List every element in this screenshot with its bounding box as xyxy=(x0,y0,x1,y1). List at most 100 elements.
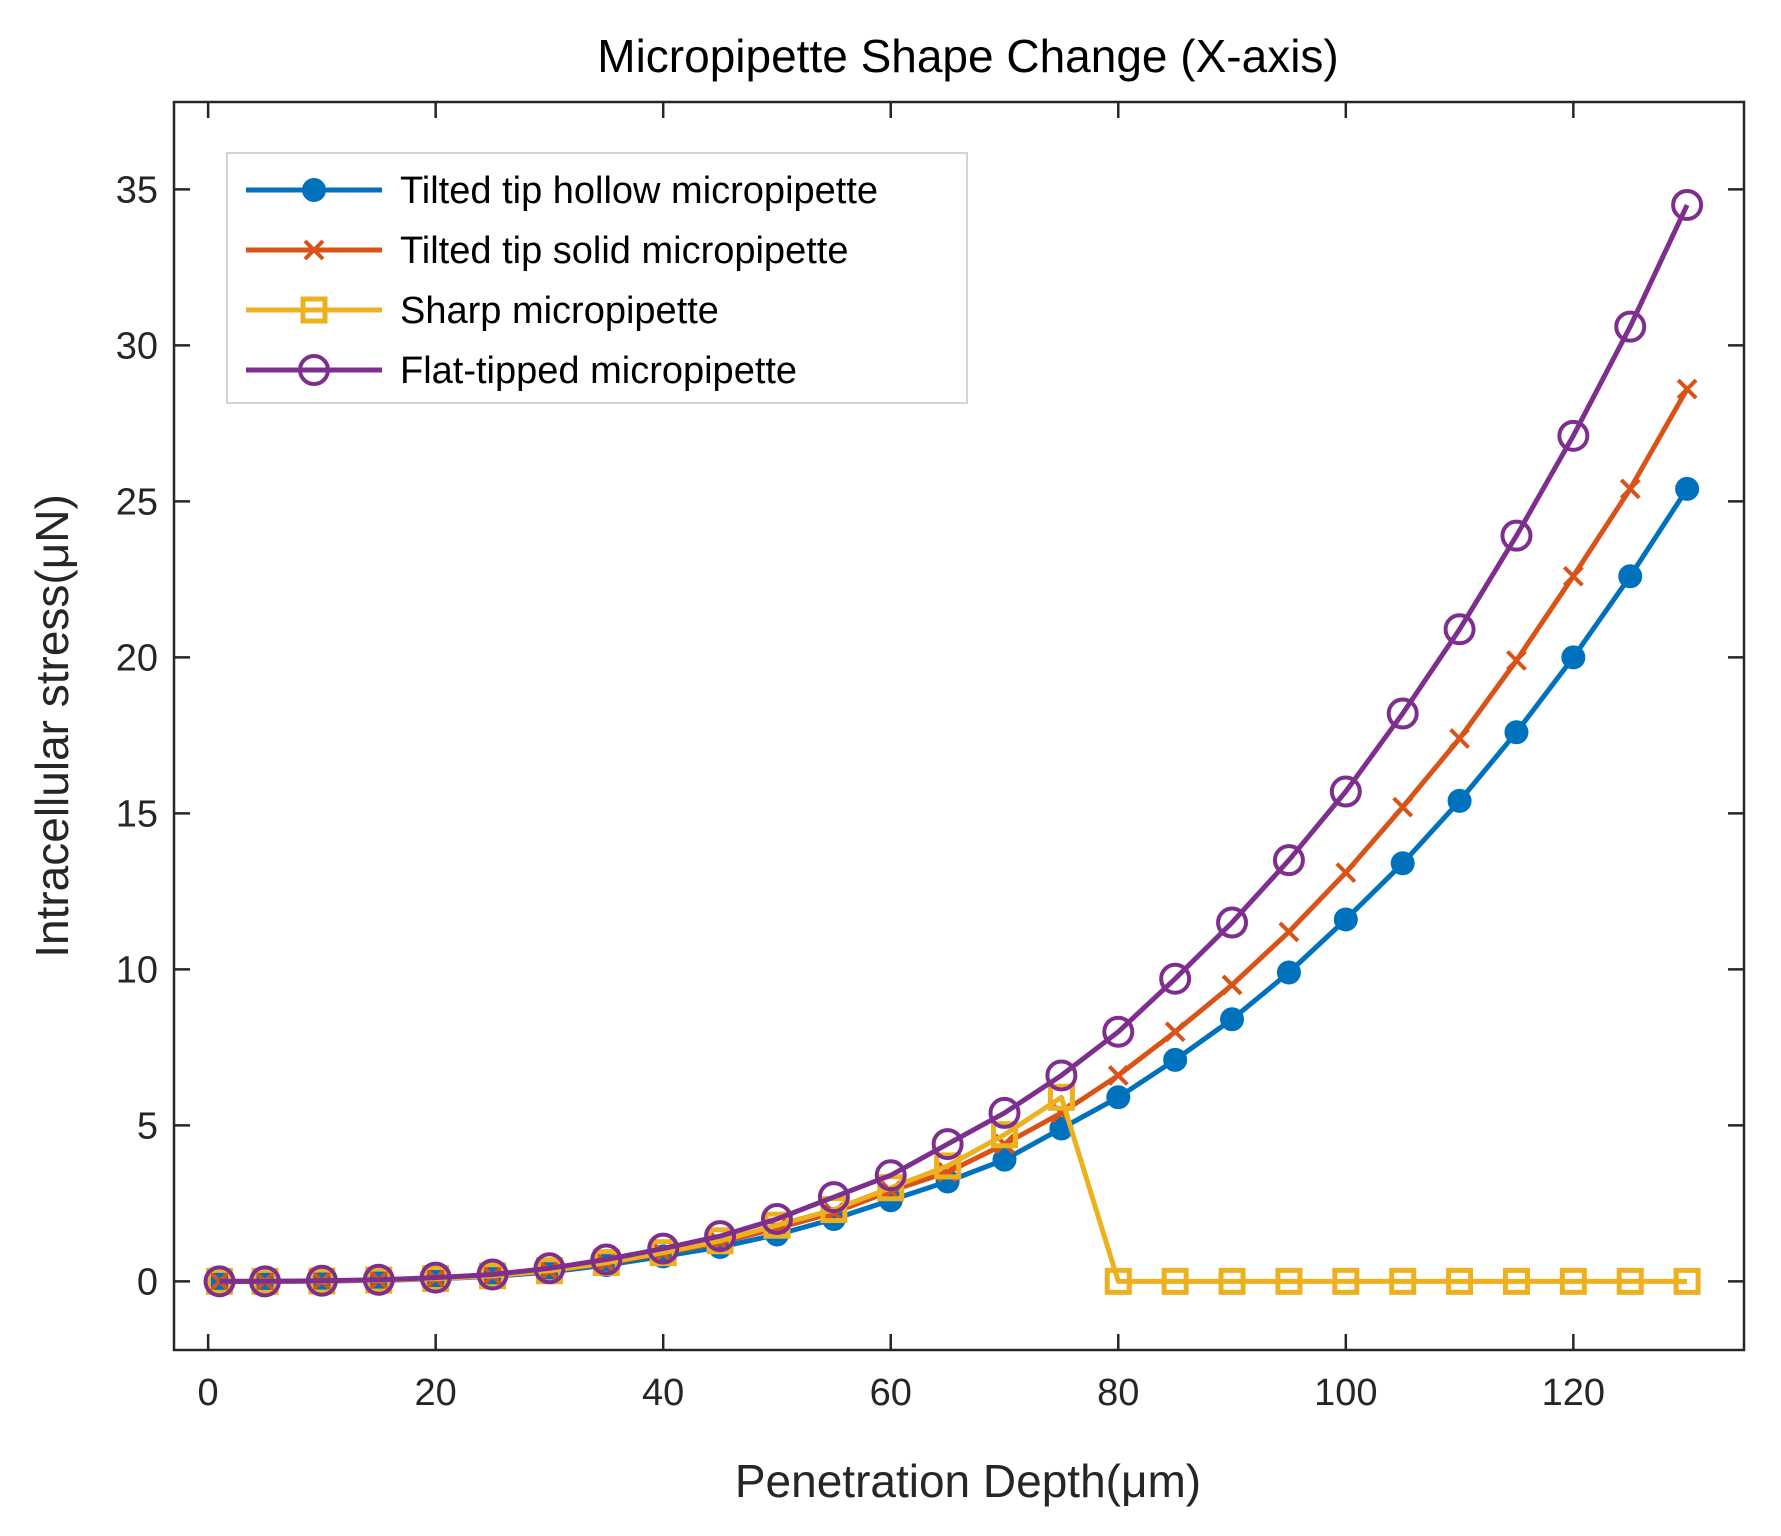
legend-marker xyxy=(302,178,326,202)
legend-item-tilted-tip-solid-micropipette: Tilted tip solid micropipette xyxy=(246,230,848,272)
y-tick-label: 15 xyxy=(116,793,158,835)
data-point xyxy=(1449,728,1470,749)
legend-label: Tilted tip solid micropipette xyxy=(400,230,848,272)
data-point xyxy=(1673,1267,1701,1295)
y-tick-label: 35 xyxy=(116,169,158,211)
y-axis-label: Intracellular stress(μN) xyxy=(26,494,78,958)
data-point xyxy=(1106,1085,1131,1110)
series-flat-tipped-micropipette xyxy=(203,188,1704,1298)
data-point xyxy=(1218,1267,1246,1295)
data-point xyxy=(931,1128,964,1161)
legend-label: Flat-tipped micropipette xyxy=(400,350,797,392)
y-axis-ticks: 0 5 10 15 20 25 30 35 xyxy=(116,169,1744,1303)
x-axis-label: Penetration Depth(μm) xyxy=(735,1455,1201,1507)
data-point xyxy=(1104,1267,1132,1295)
legend-marker xyxy=(303,239,325,261)
data-point xyxy=(1333,907,1358,932)
data-point xyxy=(1506,650,1527,671)
data-point xyxy=(1278,921,1300,943)
legend-item-sharp-micropipette: Sharp micropipette xyxy=(246,290,719,332)
data-point xyxy=(874,1159,907,1192)
data-point xyxy=(1275,1267,1303,1295)
data-point xyxy=(305,1264,338,1297)
data-point xyxy=(1675,476,1700,501)
data-point xyxy=(1616,1267,1644,1295)
data-series xyxy=(203,188,1704,1298)
data-point xyxy=(1392,796,1414,818)
data-point xyxy=(1329,775,1362,808)
data-point xyxy=(992,1147,1017,1172)
data-point xyxy=(1163,1047,1188,1072)
data-point xyxy=(1618,564,1643,589)
legend-box xyxy=(226,152,968,404)
data-point xyxy=(760,1202,793,1235)
chart-title: Micropipette Shape Change (X-axis) xyxy=(597,30,1338,82)
data-point xyxy=(1676,378,1698,400)
y-tick-label: 0 xyxy=(137,1261,158,1303)
data-point xyxy=(1447,788,1472,813)
y-tick-label: 5 xyxy=(137,1105,158,1147)
y-tick-label: 20 xyxy=(116,637,158,679)
data-point xyxy=(1390,851,1415,876)
y-tick-label: 25 xyxy=(116,481,158,523)
y-tick-label: 30 xyxy=(116,325,158,367)
x-tick-label: 120 xyxy=(1542,1372,1605,1414)
data-point xyxy=(1389,1267,1417,1295)
data-point xyxy=(1102,1015,1135,1048)
data-point xyxy=(1614,310,1647,343)
data-point xyxy=(249,1265,282,1298)
data-point xyxy=(1161,1267,1189,1295)
data-point xyxy=(533,1252,566,1285)
data-point xyxy=(1559,1267,1587,1295)
data-point xyxy=(1159,962,1192,995)
data-point xyxy=(1216,906,1249,939)
data-point xyxy=(934,1152,962,1180)
data-point xyxy=(1671,188,1704,221)
y-tick-label: 10 xyxy=(116,949,158,991)
data-point xyxy=(476,1258,509,1291)
data-point xyxy=(590,1243,623,1276)
data-point xyxy=(203,1265,236,1298)
x-axis-ticks: 0 20 40 60 80 100 120 xyxy=(198,102,1605,1414)
x-tick-label: 0 xyxy=(198,1372,219,1414)
data-point xyxy=(1047,1083,1075,1111)
data-point xyxy=(1332,1267,1360,1295)
data-point xyxy=(1561,645,1586,670)
data-point xyxy=(362,1263,395,1296)
data-point xyxy=(1107,1065,1129,1086)
legend-item-flat-tipped-micropipette: Flat-tipped micropipette xyxy=(246,350,797,392)
data-point xyxy=(1562,565,1584,587)
data-point xyxy=(1220,1007,1245,1032)
data-point xyxy=(1504,720,1529,745)
data-point xyxy=(1335,862,1357,884)
data-point xyxy=(1443,613,1476,646)
data-point xyxy=(1619,478,1641,500)
series-line-flat-tipped-micropipette xyxy=(219,203,1690,1284)
data-point xyxy=(1045,1059,1078,1092)
legend-label: Sharp micropipette xyxy=(400,290,719,332)
legend-label: Tilted tip hollow micropipette xyxy=(400,170,878,212)
data-point xyxy=(1502,1267,1530,1295)
data-point xyxy=(1446,1267,1474,1295)
data-point xyxy=(988,1096,1021,1129)
legend-marker xyxy=(300,296,328,324)
data-point xyxy=(1272,844,1305,877)
data-point xyxy=(1164,1021,1186,1043)
x-tick-label: 80 xyxy=(1097,1372,1139,1414)
data-point xyxy=(1276,960,1301,985)
data-point xyxy=(647,1232,680,1265)
data-point xyxy=(704,1220,737,1253)
legend-marker xyxy=(298,354,330,386)
data-point xyxy=(419,1261,452,1294)
legend: Tilted tip hollow micropipette Tilted tip… xyxy=(226,152,968,404)
legend-item-tilted-tip-hollow-micropipette: Tilted tip hollow micropipette xyxy=(246,170,878,212)
data-point xyxy=(1221,974,1243,996)
x-tick-label: 20 xyxy=(415,1372,457,1414)
data-point xyxy=(1386,697,1419,730)
data-point xyxy=(817,1181,850,1214)
data-point xyxy=(1500,519,1533,552)
x-tick-label: 60 xyxy=(870,1372,912,1414)
data-point xyxy=(1557,419,1590,452)
data-point xyxy=(991,1121,1019,1149)
